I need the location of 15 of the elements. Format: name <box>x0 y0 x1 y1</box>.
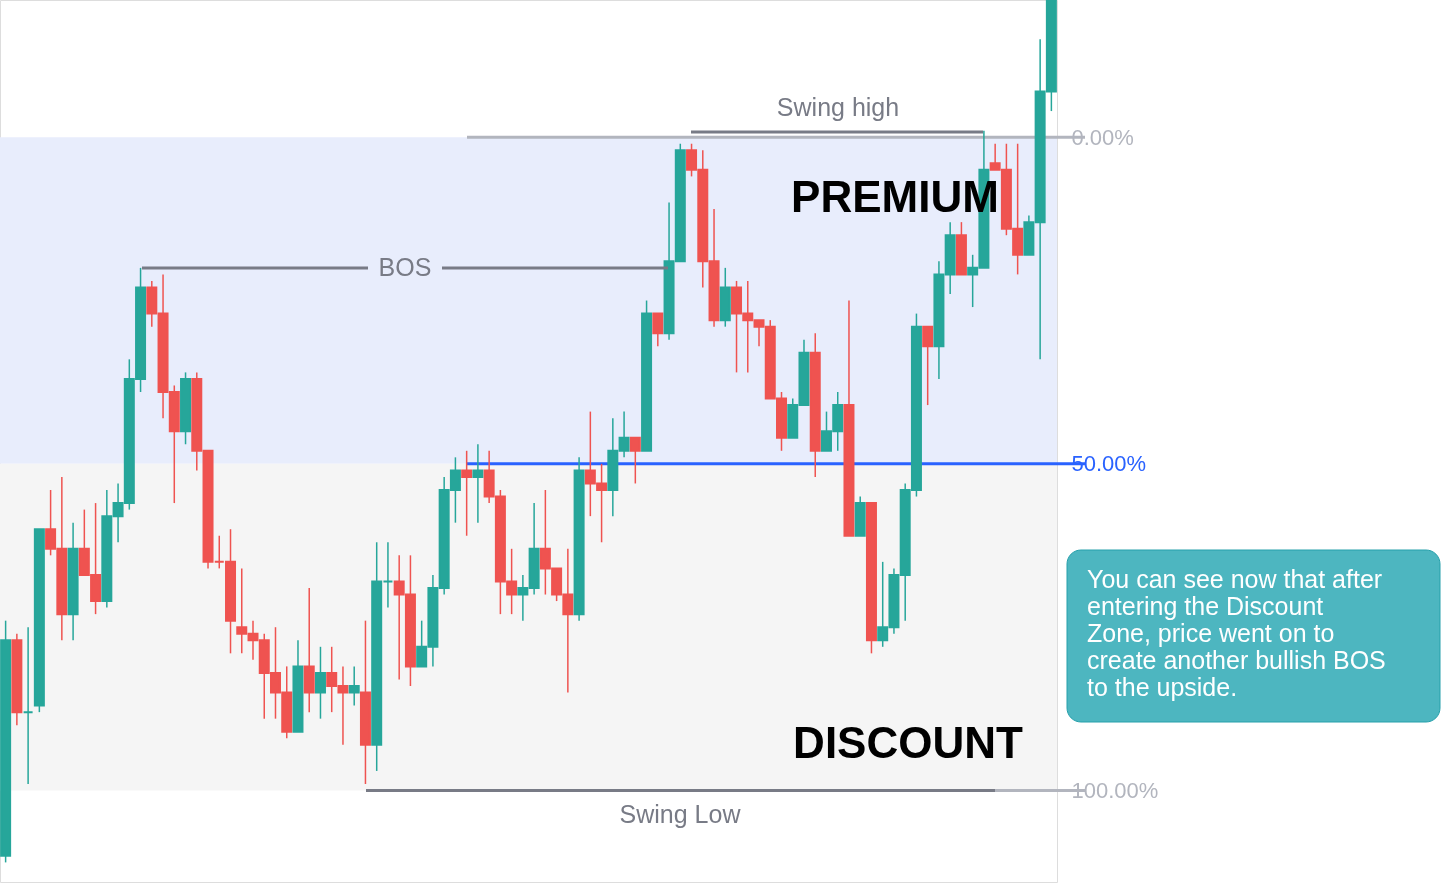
candlestick <box>629 436 641 485</box>
y-tick-label: 100.00% <box>1071 778 1159 804</box>
band-label: DISCOUNT <box>793 717 1024 767</box>
y-tick-label: 50.00% <box>1071 451 1147 477</box>
candlestick <box>461 450 473 537</box>
candlestick <box>922 325 934 406</box>
annotation: Swing high <box>776 93 900 121</box>
text: You can see now that after entering the Discount Zone, price went on to create another bullish BOS to the upside. <box>1087 565 1386 701</box>
annotation: BOS <box>378 253 432 281</box>
candlestick <box>652 312 664 348</box>
y-tick-label: 0.00% <box>1071 124 1134 150</box>
annotation: Swing Low <box>619 799 742 828</box>
candlestick <box>314 646 326 720</box>
candlestick <box>348 665 360 707</box>
candlestick <box>472 443 484 524</box>
